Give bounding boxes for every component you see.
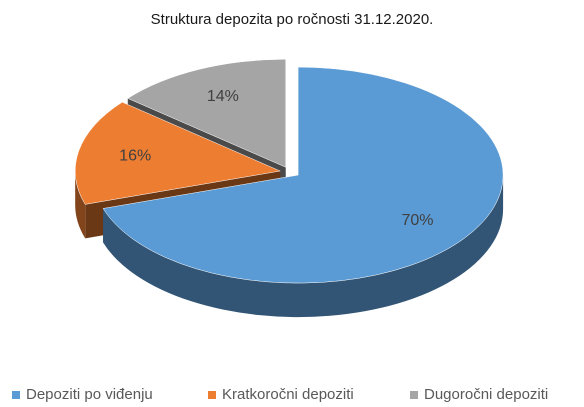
slice-top: [127, 58, 286, 168]
legend-swatch: [410, 391, 418, 399]
slice-top: [74, 101, 282, 205]
legend-label: Dugoročni depoziti: [424, 386, 548, 403]
chart-title: Struktura depozita po ročnosti 31.12.202…: [151, 11, 434, 28]
data-label: 14%: [207, 88, 239, 105]
slice: 70%: [102, 66, 504, 318]
legend-label: Depoziti po viđenju: [26, 386, 153, 403]
legend-swatch: [12, 391, 20, 399]
data-label: 70%: [401, 212, 433, 229]
data-label: 16%: [119, 148, 151, 165]
slice-top: [102, 66, 504, 284]
legend-label: Kratkoročni depoziti: [222, 386, 354, 403]
slice-wall: [103, 175, 504, 318]
legend-swatch: [208, 391, 216, 399]
